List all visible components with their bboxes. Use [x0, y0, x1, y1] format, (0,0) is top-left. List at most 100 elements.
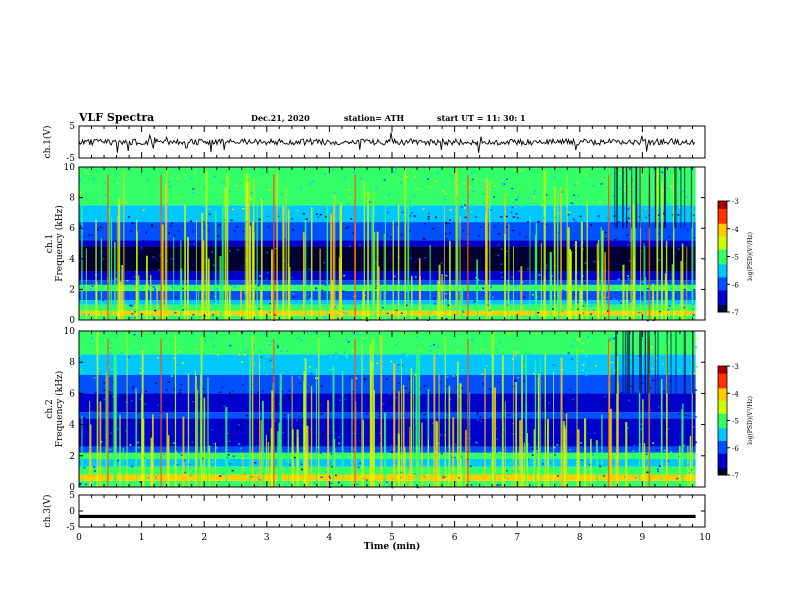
- spectral-speckle: [192, 400, 195, 403]
- spectral-gap: [680, 167, 682, 229]
- spectral-speckle: [185, 190, 188, 192]
- spectral-speckle: [142, 239, 145, 242]
- spectral-speckle: [564, 411, 567, 414]
- sferic-line: [224, 187, 227, 320]
- spectral-speckle: [307, 249, 310, 251]
- spectral-speckle: [682, 302, 685, 305]
- spectral-speckle: [619, 188, 622, 190]
- y-axis-label: ch.3(V): [42, 495, 53, 528]
- sferic-line: [145, 453, 147, 487]
- spectral-speckle: [374, 427, 377, 429]
- spectral-speckle: [265, 234, 268, 237]
- spectral-speckle: [193, 346, 196, 349]
- spectral-speckle: [444, 298, 447, 301]
- spectral-speckle: [471, 394, 474, 397]
- spectral-speckle: [154, 392, 157, 395]
- colorbar-segment: [718, 265, 727, 269]
- spectral-speckle: [609, 180, 612, 182]
- spectral-speckle: [476, 413, 479, 416]
- sferic-line: [392, 220, 394, 320]
- spectral-speckle: [257, 252, 260, 254]
- spectral-speckle: [170, 285, 173, 288]
- spectral-speckle: [449, 209, 452, 211]
- spectral-speckle: [549, 226, 552, 228]
- spectral-speckle: [109, 448, 112, 451]
- spectral-speckle: [104, 191, 107, 193]
- spectral-speckle: [584, 262, 587, 264]
- spectral-speckle: [534, 173, 537, 176]
- spectral-speckle: [221, 386, 224, 389]
- spectral-speckle: [150, 314, 153, 317]
- spectral-speckle: [373, 349, 376, 352]
- spectral-speckle: [447, 371, 450, 374]
- spectral-speckle: [578, 339, 581, 341]
- colorbar-segment: [718, 387, 727, 391]
- colorbar-segment: [718, 413, 727, 416]
- spectral-speckle: [228, 341, 231, 344]
- spectral-speckle: [300, 253, 303, 255]
- spectral-speckle: [657, 214, 660, 216]
- y-tick-label: 6: [69, 224, 75, 234]
- spectral-band: [79, 284, 696, 291]
- spectral-speckle: [604, 257, 607, 260]
- spectral-speckle: [462, 207, 465, 210]
- spectral-speckle: [185, 204, 188, 206]
- spectral-speckle: [568, 211, 571, 214]
- sferic-line: [215, 442, 217, 487]
- colorbar-tick-label: -6: [732, 281, 739, 289]
- spectral-band: [79, 393, 696, 413]
- spectral-speckle: [498, 451, 501, 453]
- spectral-speckle: [531, 454, 534, 456]
- spectral-speckle: [695, 337, 698, 340]
- spectral-speckle: [103, 389, 106, 391]
- spectral-speckle: [199, 316, 202, 318]
- spectral-speckle: [447, 222, 450, 225]
- spectral-speckle: [299, 188, 302, 190]
- spectral-speckle: [268, 189, 271, 191]
- sferic-line: [369, 344, 372, 487]
- spectral-speckle: [405, 462, 408, 464]
- colorbar-segment: [718, 422, 727, 425]
- spectral-speckle: [423, 223, 426, 225]
- spectral-speckle: [422, 279, 425, 281]
- spectral-speckle: [518, 233, 521, 235]
- spectral-speckle: [138, 249, 141, 251]
- spectral-speckle: [103, 398, 106, 401]
- spectral-speckle: [338, 387, 341, 390]
- sferic-line: [248, 182, 250, 320]
- sferic-line: [372, 338, 374, 487]
- colorbar-segment: [718, 371, 727, 374]
- spectral-speckle: [307, 332, 310, 334]
- spectral-speckle: [489, 209, 492, 211]
- colorbar-label: log(PSD)(V²/Hz): [747, 232, 754, 281]
- spectral-speckle: [170, 375, 173, 377]
- spectral-speckle: [627, 217, 630, 220]
- spectral-speckle: [316, 435, 319, 438]
- spectral-speckle: [304, 342, 307, 344]
- spectral-speckle: [609, 244, 612, 246]
- sferic-line: [187, 237, 189, 320]
- spectral-speckle: [351, 202, 354, 204]
- spectral-speckle: [434, 337, 437, 339]
- spectral-speckle: [212, 345, 215, 348]
- spectral-speckle: [401, 333, 404, 336]
- spectral-speckle: [435, 180, 438, 182]
- spectral-speckle: [508, 272, 511, 275]
- sferic-line: [136, 230, 138, 320]
- colorbar-segment: [718, 284, 727, 287]
- spectral-speckle: [640, 423, 643, 425]
- colorbar-segment: [718, 228, 727, 232]
- spectral-speckle: [329, 198, 332, 201]
- sferic-line: [81, 186, 83, 320]
- spectral-speckle: [464, 344, 467, 347]
- spectral-speckle: [140, 313, 143, 315]
- sferic-line: [489, 179, 491, 320]
- spectral-speckle: [414, 276, 417, 278]
- spectral-speckle: [417, 256, 420, 259]
- spectral-speckle: [227, 259, 230, 262]
- colorbar-segment: [718, 398, 727, 402]
- sferic-line: [276, 172, 278, 320]
- spectral-speckle: [527, 242, 530, 244]
- spectral-speckle: [153, 350, 156, 353]
- spectral-speckle: [444, 232, 447, 235]
